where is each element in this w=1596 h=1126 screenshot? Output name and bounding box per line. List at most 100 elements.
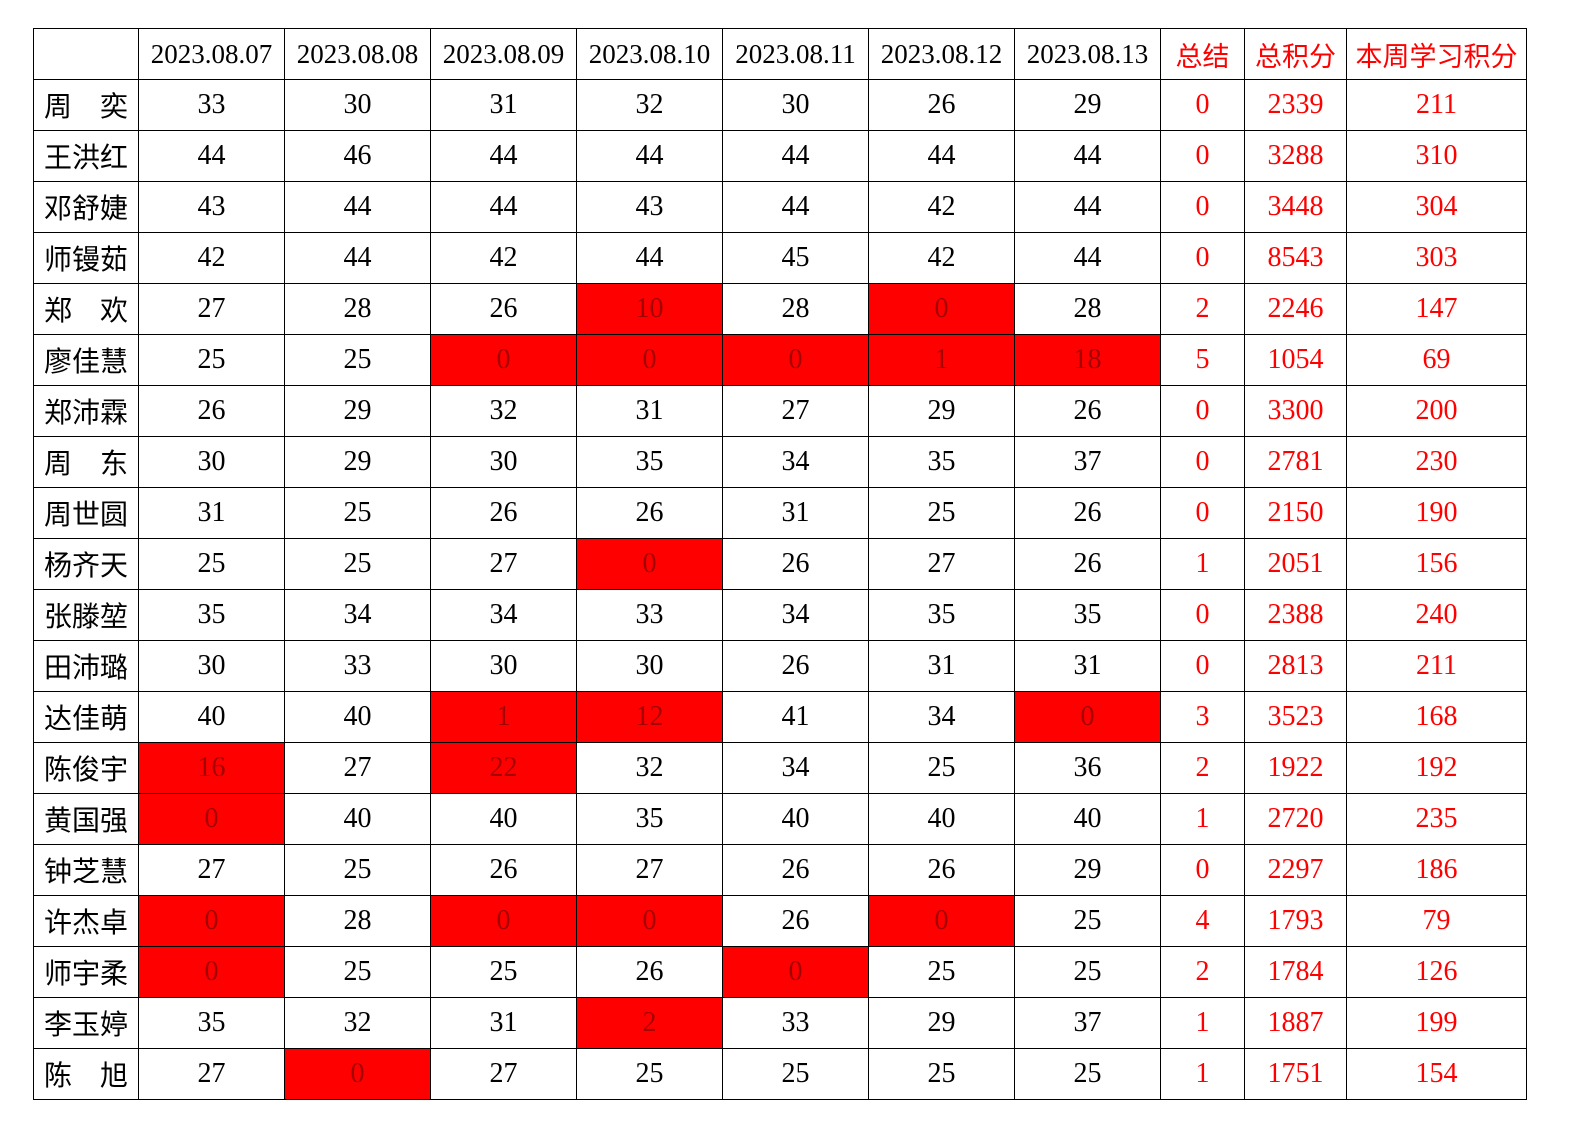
summary-cell[interactable]: 4 xyxy=(1160,895,1246,947)
day-score-cell[interactable]: 25 xyxy=(430,946,578,998)
day-score-cell[interactable]: 44 xyxy=(1014,232,1162,284)
day-score-cell-flagged[interactable]: 10 xyxy=(576,283,724,335)
summary-cell[interactable]: 0 xyxy=(1160,130,1246,182)
week-score-cell[interactable]: 304 xyxy=(1346,181,1528,233)
day-score-cell[interactable]: 40 xyxy=(430,793,578,845)
day-score-cell[interactable]: 41 xyxy=(722,691,870,743)
day-score-cell[interactable]: 44 xyxy=(284,232,432,284)
day-score-cell-flagged[interactable]: 0 xyxy=(138,946,286,998)
summary-cell[interactable]: 0 xyxy=(1160,232,1246,284)
day-score-cell[interactable]: 25 xyxy=(284,334,432,386)
day-score-cell[interactable]: 34 xyxy=(722,742,870,794)
day-score-cell[interactable]: 40 xyxy=(138,691,286,743)
day-score-cell[interactable]: 26 xyxy=(722,844,870,896)
total-score-cell[interactable]: 2051 xyxy=(1244,538,1348,590)
day-score-cell[interactable]: 26 xyxy=(722,640,870,692)
day-score-cell[interactable]: 25 xyxy=(284,946,432,998)
day-score-cell[interactable]: 25 xyxy=(868,1048,1016,1100)
day-score-cell[interactable]: 31 xyxy=(138,487,286,539)
week-score-cell[interactable]: 235 xyxy=(1346,793,1528,845)
day-score-cell-flagged[interactable]: 0 xyxy=(138,793,286,845)
day-score-cell[interactable]: 34 xyxy=(868,691,1016,743)
day-score-cell-flagged[interactable]: 18 xyxy=(1014,334,1162,386)
week-score-cell[interactable]: 156 xyxy=(1346,538,1528,590)
day-score-cell[interactable]: 31 xyxy=(868,640,1016,692)
total-score-cell[interactable]: 3448 xyxy=(1244,181,1348,233)
day-score-cell[interactable]: 35 xyxy=(576,793,724,845)
day-score-cell[interactable]: 40 xyxy=(868,793,1016,845)
day-score-cell[interactable]: 28 xyxy=(284,895,432,947)
total-score-cell[interactable]: 1784 xyxy=(1244,946,1348,998)
day-score-cell-flagged[interactable]: 12 xyxy=(576,691,724,743)
day-score-cell[interactable]: 26 xyxy=(868,844,1016,896)
week-score-cell[interactable]: 199 xyxy=(1346,997,1528,1049)
student-name-cell[interactable]: 李玉婷 xyxy=(32,997,140,1049)
day-score-cell[interactable]: 26 xyxy=(576,487,724,539)
week-score-cell[interactable]: 230 xyxy=(1346,436,1528,488)
summary-cell[interactable]: 1 xyxy=(1160,1048,1246,1100)
total-score-cell[interactable]: 2246 xyxy=(1244,283,1348,335)
week-score-cell[interactable]: 190 xyxy=(1346,487,1528,539)
student-name-cell[interactable]: 陈 旭 xyxy=(32,1048,140,1100)
day-score-cell[interactable]: 27 xyxy=(138,844,286,896)
day-score-cell[interactable]: 30 xyxy=(722,79,870,131)
student-name-cell[interactable]: 陈俊宇 xyxy=(32,742,140,794)
day-score-cell[interactable]: 42 xyxy=(138,232,286,284)
day-score-cell[interactable]: 25 xyxy=(138,538,286,590)
week-score-cell[interactable]: 211 xyxy=(1346,79,1528,131)
day-score-cell[interactable]: 40 xyxy=(722,793,870,845)
column-header[interactable]: 总积分 xyxy=(1244,28,1348,80)
column-header[interactable]: 2023.08.09 xyxy=(430,28,578,80)
total-score-cell[interactable]: 2781 xyxy=(1244,436,1348,488)
summary-cell[interactable]: 0 xyxy=(1160,487,1246,539)
total-score-cell[interactable]: 2720 xyxy=(1244,793,1348,845)
day-score-cell[interactable]: 44 xyxy=(430,181,578,233)
summary-cell[interactable]: 1 xyxy=(1160,538,1246,590)
total-score-cell[interactable]: 2297 xyxy=(1244,844,1348,896)
day-score-cell-flagged[interactable]: 1 xyxy=(868,334,1016,386)
day-score-cell[interactable]: 32 xyxy=(576,79,724,131)
week-score-cell[interactable]: 69 xyxy=(1346,334,1528,386)
day-score-cell-flagged[interactable]: 0 xyxy=(1014,691,1162,743)
day-score-cell[interactable]: 26 xyxy=(1014,487,1162,539)
week-score-cell[interactable]: 310 xyxy=(1346,130,1528,182)
day-score-cell[interactable]: 34 xyxy=(722,436,870,488)
day-score-cell[interactable]: 29 xyxy=(1014,79,1162,131)
day-score-cell[interactable]: 44 xyxy=(430,130,578,182)
total-score-cell[interactable]: 2813 xyxy=(1244,640,1348,692)
summary-cell[interactable]: 0 xyxy=(1160,385,1246,437)
column-header[interactable]: 总结 xyxy=(1160,28,1246,80)
week-score-cell[interactable]: 303 xyxy=(1346,232,1528,284)
summary-cell[interactable]: 2 xyxy=(1160,283,1246,335)
student-name-cell[interactable]: 廖佳慧 xyxy=(32,334,140,386)
day-score-cell-flagged[interactable]: 0 xyxy=(576,895,724,947)
week-score-cell[interactable]: 186 xyxy=(1346,844,1528,896)
total-score-cell[interactable]: 1751 xyxy=(1244,1048,1348,1100)
day-score-cell[interactable]: 44 xyxy=(722,181,870,233)
day-score-cell[interactable]: 25 xyxy=(868,742,1016,794)
student-name-cell[interactable]: 郑沛霖 xyxy=(32,385,140,437)
summary-cell[interactable]: 5 xyxy=(1160,334,1246,386)
day-score-cell[interactable]: 27 xyxy=(430,1048,578,1100)
total-score-cell[interactable]: 2339 xyxy=(1244,79,1348,131)
day-score-cell[interactable]: 33 xyxy=(284,640,432,692)
day-score-cell[interactable]: 33 xyxy=(576,589,724,641)
week-score-cell[interactable]: 154 xyxy=(1346,1048,1528,1100)
day-score-cell[interactable]: 27 xyxy=(722,385,870,437)
summary-cell[interactable]: 1 xyxy=(1160,793,1246,845)
day-score-cell[interactable]: 28 xyxy=(284,283,432,335)
day-score-cell-flagged[interactable]: 0 xyxy=(576,334,724,386)
day-score-cell[interactable]: 29 xyxy=(868,997,1016,1049)
day-score-cell[interactable]: 32 xyxy=(576,742,724,794)
day-score-cell-flagged[interactable]: 22 xyxy=(430,742,578,794)
student-name-cell[interactable]: 钟芝慧 xyxy=(32,844,140,896)
week-score-cell[interactable]: 168 xyxy=(1346,691,1528,743)
total-score-cell[interactable]: 3300 xyxy=(1244,385,1348,437)
day-score-cell[interactable]: 34 xyxy=(430,589,578,641)
day-score-cell[interactable]: 28 xyxy=(722,283,870,335)
day-score-cell[interactable]: 26 xyxy=(722,895,870,947)
day-score-cell-flagged[interactable]: 0 xyxy=(430,334,578,386)
total-score-cell[interactable]: 1054 xyxy=(1244,334,1348,386)
day-score-cell[interactable]: 44 xyxy=(1014,181,1162,233)
day-score-cell[interactable]: 25 xyxy=(576,1048,724,1100)
